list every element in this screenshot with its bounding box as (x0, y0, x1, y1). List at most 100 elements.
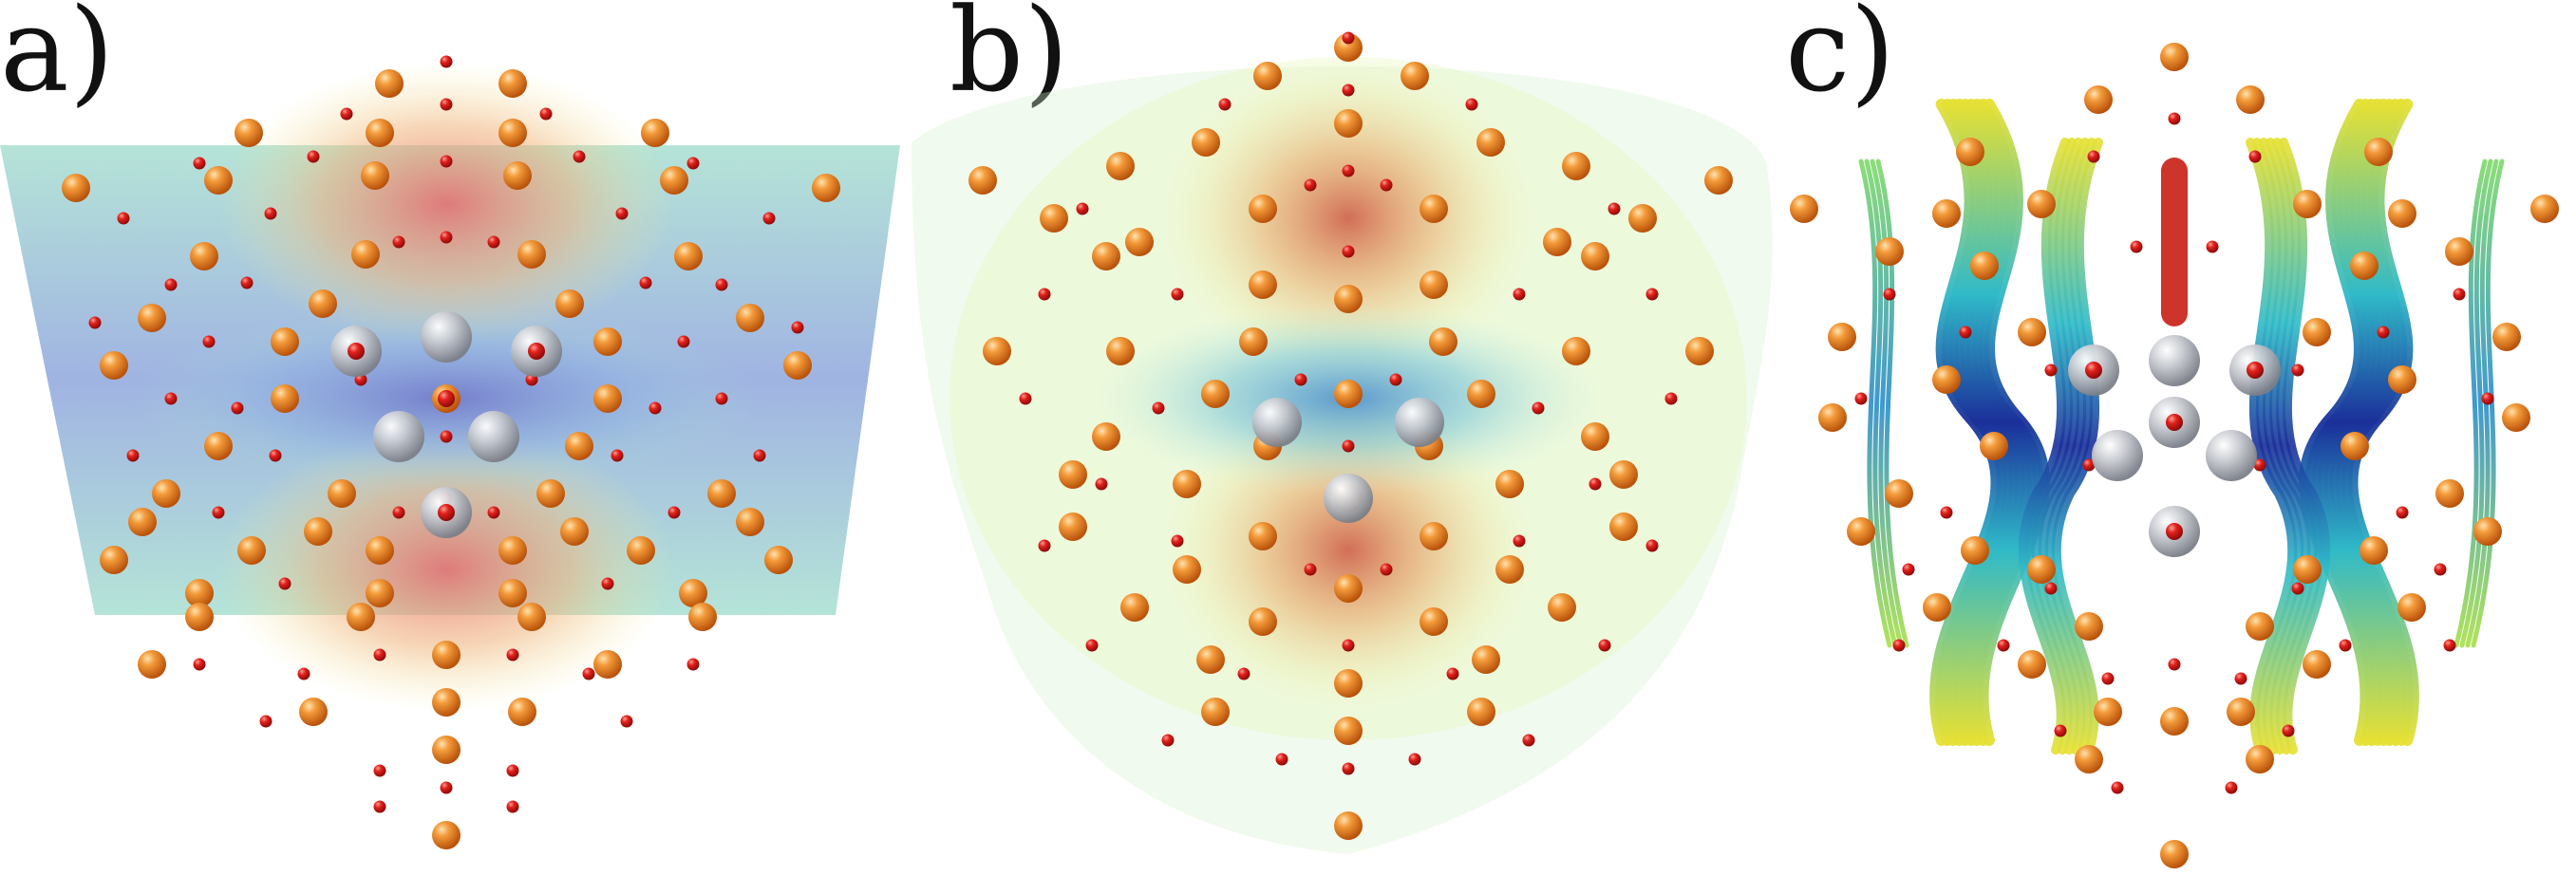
large-atom (2530, 195, 2559, 223)
streamline-mid-left (2031, 138, 2083, 755)
small-atom (2396, 506, 2409, 519)
small-atom (259, 715, 273, 728)
small-atom (1532, 401, 1545, 415)
small-atom (440, 231, 453, 244)
large-atom (1253, 62, 1282, 90)
large-atom (2303, 318, 2331, 346)
streamline-mid-right (2259, 138, 2311, 755)
small-atom (202, 335, 216, 348)
small-atom (440, 430, 453, 443)
streamline-outer-left (1864, 158, 1898, 648)
large-atom (1420, 195, 1448, 223)
small-atom (1342, 639, 1355, 652)
small-atom (1342, 164, 1355, 177)
large-atom (185, 579, 214, 607)
small-atom (440, 55, 453, 68)
defect-atom (2149, 335, 2200, 386)
large-atom (432, 688, 461, 717)
streamline-mid-right (2252, 138, 2304, 755)
small-atom (2168, 658, 2181, 671)
large-atom (152, 479, 180, 508)
panel-label-b: b) (950, 0, 1069, 118)
large-atom (190, 242, 218, 270)
large-atom (2027, 190, 2056, 218)
large-atom (641, 119, 669, 147)
large-atom (2293, 190, 2322, 218)
large-atom (328, 479, 356, 508)
small-atom (762, 212, 776, 225)
atoms-a (62, 55, 840, 849)
streamline-outer-right (2454, 158, 2488, 648)
large-atom (2397, 593, 2426, 622)
small-atom (1513, 288, 1526, 301)
large-atom (1106, 337, 1135, 365)
small-atom (487, 235, 500, 249)
large-atom (2084, 85, 2113, 114)
defect-atom (421, 311, 472, 363)
large-atom (2364, 138, 2393, 166)
large-atom (983, 337, 1011, 365)
small-atom (2291, 363, 2304, 377)
large-atom (138, 650, 166, 679)
small-atom (601, 577, 614, 590)
large-atom (1467, 380, 1495, 408)
large-atom (1249, 195, 1277, 223)
large-atom (1581, 422, 1609, 451)
large-atom (138, 304, 166, 332)
large-atom (1704, 166, 1733, 195)
defect-atom (2206, 430, 2257, 481)
large-atom (1562, 337, 1590, 365)
large-atom (2018, 650, 2046, 679)
field-hot-lobe-top (218, 62, 674, 346)
large-atom (498, 119, 527, 147)
small-atom (392, 235, 405, 249)
small-atom (1294, 373, 1307, 386)
large-atom (593, 384, 622, 413)
small-atom (2234, 672, 2247, 685)
small-atom (2339, 639, 2352, 652)
small-atom (1218, 98, 1232, 111)
large-atom (688, 603, 717, 631)
large-atom (1040, 204, 1068, 233)
large-atom (432, 641, 461, 669)
large-atom (1980, 432, 2008, 460)
small-atom (1237, 667, 1250, 680)
small-atom (440, 155, 453, 168)
small-atom (2054, 724, 2067, 737)
small-atom (2166, 523, 2183, 540)
small-atom (677, 335, 690, 348)
large-atom (2160, 707, 2189, 736)
large-atom (1961, 536, 1989, 565)
large-atom (736, 508, 764, 536)
large-atom (1628, 204, 1657, 233)
large-atom (1562, 152, 1590, 180)
small-atom (791, 321, 804, 334)
small-atom (2206, 240, 2219, 253)
large-atom (2246, 745, 2274, 773)
streamline-outer-right (2459, 158, 2493, 648)
small-atom (1342, 31, 1355, 45)
large-atom (1932, 199, 1961, 228)
isosurface-lobe-top (1158, 57, 1538, 380)
small-atom (117, 212, 130, 225)
small-atom (2130, 240, 2143, 253)
large-atom (1548, 593, 1576, 622)
large-atom (2350, 252, 2379, 280)
large-atom (627, 536, 655, 565)
streamline-mid-left (2018, 138, 2070, 755)
small-atom (1389, 373, 1402, 386)
large-atom (1092, 422, 1120, 451)
small-atom (1038, 539, 1051, 552)
large-atom (1875, 237, 1904, 266)
large-atom (1885, 479, 1913, 508)
streamlines (1858, 52, 2505, 859)
small-atom (126, 449, 140, 462)
large-atom (1420, 270, 1448, 299)
small-atom (2111, 781, 2124, 794)
small-atom (373, 800, 386, 813)
small-atom (438, 504, 455, 521)
small-atom (582, 667, 595, 680)
small-atom (164, 278, 178, 291)
small-atom (193, 658, 206, 671)
